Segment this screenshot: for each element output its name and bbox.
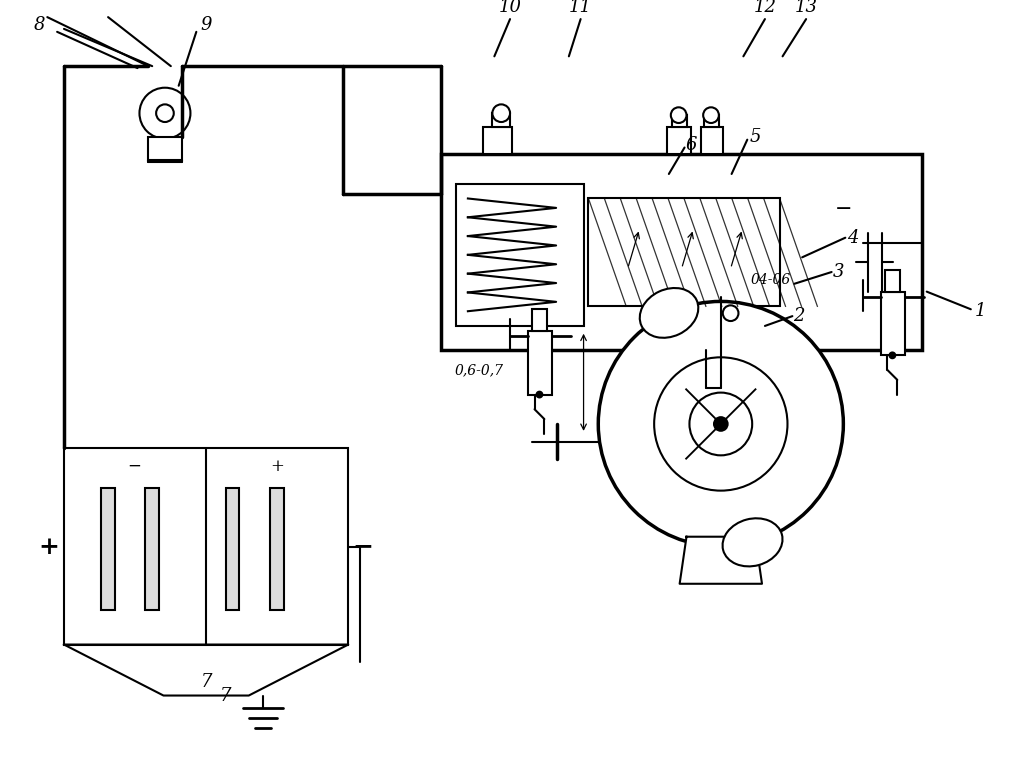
Bar [705,115,719,127]
Bar [145,488,159,610]
Bar [531,310,547,331]
Bar [701,127,723,154]
Bar [885,270,900,292]
Bar [270,488,284,610]
Text: 11: 11 [569,0,592,16]
Circle shape [689,393,753,455]
Text: 8: 8 [34,16,45,34]
Text: 13: 13 [795,0,817,16]
Bar [101,488,115,610]
Circle shape [654,357,787,491]
Bar [63,449,348,645]
Bar [589,198,779,306]
Text: 4: 4 [848,229,859,247]
Text: 2: 2 [794,307,805,325]
Bar [456,184,584,326]
Circle shape [723,306,738,321]
Bar [493,113,510,127]
Circle shape [598,301,844,547]
Text: +: + [39,534,59,558]
Ellipse shape [640,288,698,338]
Text: 5: 5 [750,127,761,146]
Text: 10: 10 [499,0,521,16]
Bar [881,292,905,355]
Bar [225,488,240,610]
Circle shape [703,107,719,123]
Text: 3: 3 [833,263,844,281]
Circle shape [713,416,729,432]
Text: −: − [352,534,374,558]
Text: 1: 1 [975,302,986,320]
Text: 0,6-0,7: 0,6-0,7 [455,363,503,377]
Text: 9: 9 [201,16,212,34]
Bar [667,127,691,154]
Text: 6: 6 [686,136,697,154]
Text: 7: 7 [220,686,231,705]
Circle shape [156,104,174,122]
Text: +: + [269,458,284,475]
Circle shape [139,88,190,139]
Bar [527,331,552,394]
Bar [148,137,181,161]
Polygon shape [680,537,762,584]
Bar [672,115,686,127]
Text: −: − [128,458,141,475]
Circle shape [493,104,510,122]
Text: 12: 12 [754,0,776,16]
Circle shape [671,107,686,123]
Text: 04-06: 04-06 [751,273,791,287]
Circle shape [536,391,544,398]
Bar [441,154,922,350]
Text: 7: 7 [201,673,212,691]
Ellipse shape [723,518,782,567]
Bar [482,127,512,154]
Text: −: − [835,200,852,218]
Circle shape [889,351,896,359]
